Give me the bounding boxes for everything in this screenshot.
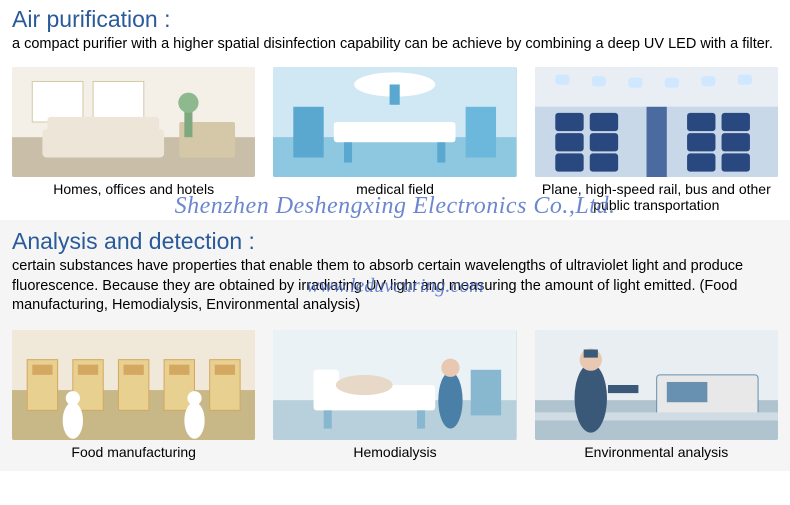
caption6: Environmental analysis (584, 444, 728, 461)
img-living-room (12, 67, 255, 177)
img-hospital (273, 330, 516, 440)
caption2: medical field (356, 181, 434, 198)
card-homes: Homes, offices and hotels (12, 67, 255, 215)
img-airplane (535, 67, 778, 177)
img-lab (535, 330, 778, 440)
card-food: Food manufacturing (12, 330, 255, 461)
section-analysis: Analysis and detection : certain substan… (0, 220, 790, 330)
row1: Homes, offices and hotels medical field … (0, 67, 790, 215)
caption3: Plane, high-speed rail, bus and other pu… (535, 181, 778, 215)
caption4: Food manufacturing (71, 444, 196, 461)
caption5: Hemodialysis (353, 444, 436, 461)
section1-title: Air purification : (12, 6, 778, 33)
card-hemodialysis: Hemodialysis (273, 330, 516, 461)
section2-title: Analysis and detection : (12, 228, 778, 255)
img-operating-room (273, 67, 516, 177)
row2: Food manufacturing Hemodialysis Environm… (0, 330, 790, 471)
section-air-purification: Air purification : a compact purifier wi… (0, 0, 790, 67)
section2-desc: certain substances have properties that … (12, 257, 778, 316)
img-food-factory (12, 330, 255, 440)
section1-desc: a compact purifier with a higher spatial… (12, 35, 778, 55)
card-transport: Plane, high-speed rail, bus and other pu… (535, 67, 778, 215)
caption1: Homes, offices and hotels (53, 181, 214, 198)
card-environmental: Environmental analysis (535, 330, 778, 461)
card-medical: medical field (273, 67, 516, 215)
